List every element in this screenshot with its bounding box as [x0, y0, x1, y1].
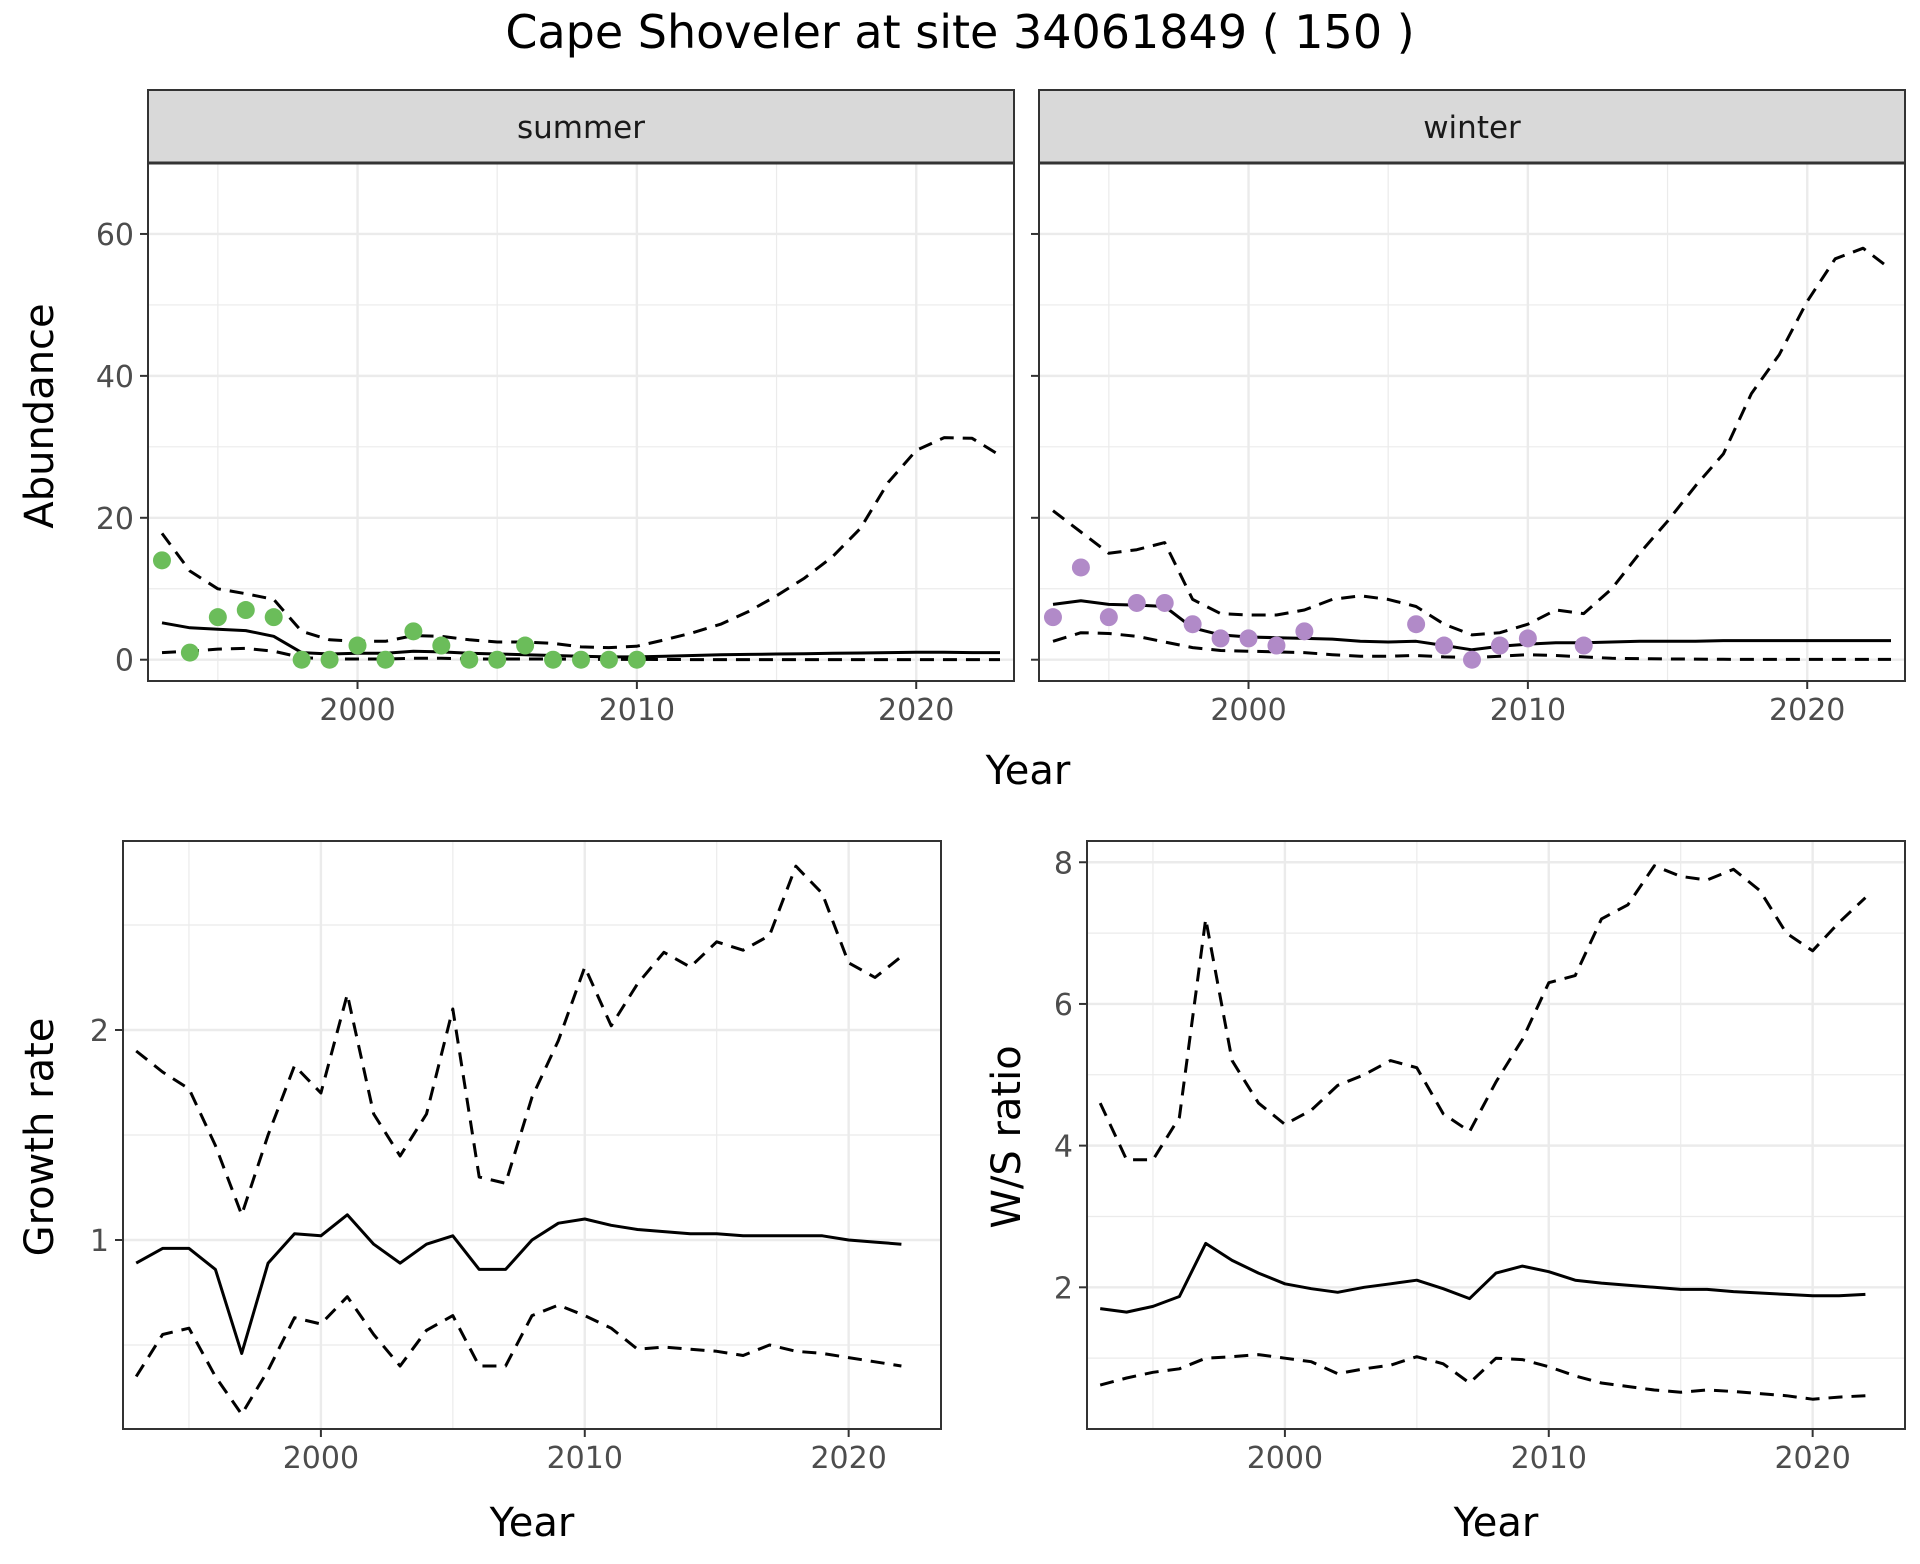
- x-tick-label: 2020: [878, 693, 954, 728]
- observed-point: [1463, 650, 1481, 669]
- y-tick-label: 6: [1054, 988, 1073, 1023]
- observed-point: [320, 650, 339, 669]
- observed-point: [1127, 593, 1146, 612]
- observed-point: [208, 608, 227, 627]
- observed-point: [572, 650, 590, 669]
- panel-abundance-summer: 2000 2010 2020 0 20 40 60 summer: [96, 89, 1015, 728]
- observed-point: [1574, 636, 1593, 655]
- observed-point: [1267, 636, 1286, 655]
- observed-point: [152, 551, 171, 570]
- facet-strip-label: winter: [1423, 110, 1521, 146]
- observed-point: [516, 636, 535, 655]
- chart-title: Cape Shoveler at site 34061849 ( 150 ): [505, 5, 1414, 59]
- observed-point: [1211, 629, 1230, 648]
- x-tick-label: 2020: [1769, 693, 1845, 728]
- ws-y-axis-title: W/S ratio: [984, 1045, 1030, 1228]
- observed-point: [1155, 593, 1174, 612]
- plot-area: [1087, 841, 1905, 1429]
- observed-point: [488, 650, 507, 669]
- growth-y-axis-title: Growth rate: [17, 1018, 63, 1257]
- facet-strip: [147, 89, 1015, 164]
- observed-point: [1183, 615, 1202, 634]
- panel-border: [122, 840, 942, 1430]
- x-tick-label: 2010: [1490, 693, 1566, 728]
- observed-point: [264, 608, 283, 627]
- series-line-bound-1: [1098, 864, 1867, 1162]
- observed-point: [1043, 608, 1062, 627]
- series-line-bound-1: [1052, 246, 1892, 637]
- series-line-median: [135, 1213, 902, 1355]
- observed-point: [1518, 629, 1537, 648]
- x-tick-label: 2000: [319, 693, 395, 728]
- y-tick-label: 8: [1054, 846, 1073, 881]
- panel-abundance-winter: 2000 2010 2020 winter: [1031, 89, 1906, 728]
- x-tick-label: 2000: [1210, 693, 1286, 728]
- y-tick-label: 1: [90, 1224, 109, 1259]
- series-line-median: [1100, 1241, 1866, 1314]
- x-tick-label: 2000: [283, 1441, 359, 1476]
- x-tick-label: 2010: [547, 1441, 623, 1476]
- x-tick-label: 2010: [599, 693, 675, 728]
- y-tick-label: 2: [1054, 1271, 1073, 1306]
- observed-point: [348, 636, 367, 655]
- observed-point: [180, 643, 199, 662]
- observed-point: [432, 636, 451, 655]
- y-tick-label: 4: [1054, 1130, 1073, 1165]
- observed-point: [292, 650, 311, 669]
- panel-growth-rate: 2000 2010 2020 1 2: [90, 840, 942, 1476]
- observed-point: [1490, 636, 1509, 655]
- plot-area: [1039, 163, 1905, 681]
- x-tick-label: 2000: [1247, 1441, 1323, 1476]
- x-tick-label: 2020: [1774, 1441, 1850, 1476]
- y-tick-label: 60: [96, 218, 134, 253]
- y-tick-label: 2: [90, 1014, 109, 1049]
- observed-point: [1435, 636, 1454, 655]
- observed-point: [1071, 558, 1090, 577]
- observed-point: [544, 650, 563, 669]
- observed-point: [1295, 622, 1314, 641]
- series-line-bound-2: [134, 1295, 902, 1416]
- observed-point: [460, 650, 479, 669]
- observed-point: [236, 601, 255, 620]
- plot-area: [148, 163, 1014, 681]
- y-tick-label: 0: [115, 644, 134, 679]
- series-line-bound-2: [1099, 1353, 1866, 1401]
- series-line-bound-1: [135, 864, 903, 1217]
- facet-strip: [1038, 89, 1906, 164]
- observed-point: [376, 650, 395, 669]
- panel-border: [1086, 840, 1906, 1430]
- y-tick-label: 20: [96, 502, 134, 537]
- ws-x-axis-title: Year: [1453, 1500, 1539, 1546]
- x-tick-label: 2020: [810, 1441, 886, 1476]
- series-line-bound-1: [160, 436, 1001, 650]
- observed-point: [1407, 615, 1426, 634]
- observed-point: [599, 650, 618, 669]
- x-tick-label: 2010: [1511, 1441, 1587, 1476]
- y-tick-label: 40: [96, 360, 134, 395]
- panel-ws-ratio: 2000 2010 2020 2 4 6 8: [1054, 840, 1906, 1476]
- growth-x-axis-title: Year: [489, 1500, 575, 1546]
- top-x-axis-title: Year: [985, 748, 1071, 794]
- observed-point: [1239, 629, 1258, 648]
- observed-point: [404, 622, 423, 641]
- top-y-axis-title: Abundance: [17, 303, 63, 528]
- observed-point: [1099, 608, 1118, 627]
- facet-strip-label: summer: [517, 110, 645, 146]
- observed-point: [627, 650, 646, 669]
